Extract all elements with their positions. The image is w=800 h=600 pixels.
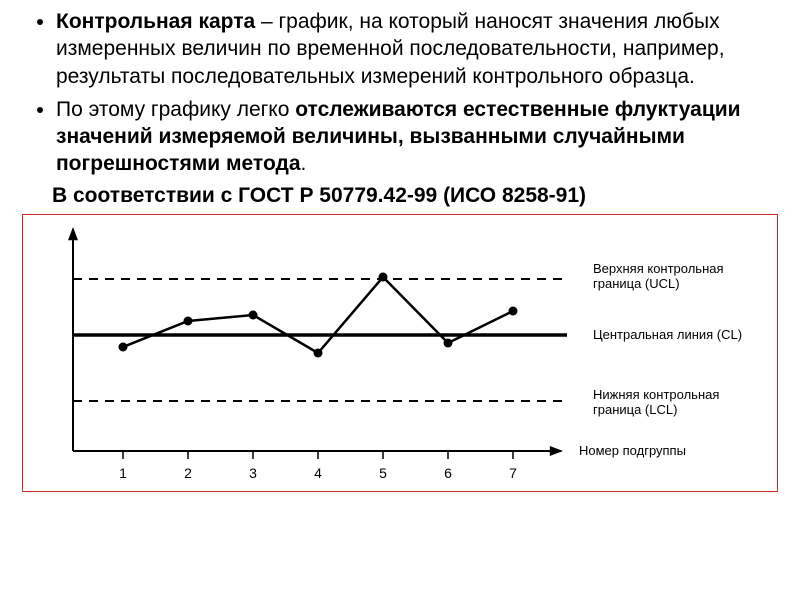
lcl-label: Нижняя контрольная граница (LCL) [593,387,771,418]
x-tick-label: 3 [249,465,257,481]
x-tick-label: 4 [314,465,322,481]
control-chart: Верхняя контрольная граница (UCL) Центра… [22,214,778,492]
x-tick-label: 5 [379,465,387,481]
bullet-2-post: . [301,152,307,175]
bullet-1-term: Контрольная карта [56,10,255,33]
x-tick-label: 1 [119,465,127,481]
bullet-1: Контрольная карта – график, на который н… [56,8,778,90]
bullet-2: По этому графику легко отслеживаются ест… [56,96,778,178]
bullet-2-pre: По этому графику легко [56,98,295,121]
x-axis-label: Номер подгруппы [579,443,686,458]
x-tick-label: 6 [444,465,452,481]
bullet-list: Контрольная карта – график, на который н… [22,8,778,178]
x-tick-label: 2 [184,465,192,481]
cl-label: Центральная линия (CL) [593,327,771,342]
gost-line: В соответствии с ГОСТ Р 50779.42-99 (ИСО… [52,184,778,208]
x-tick-label: 7 [509,465,517,481]
ucl-label: Верхняя контрольная граница (UCL) [593,261,771,292]
